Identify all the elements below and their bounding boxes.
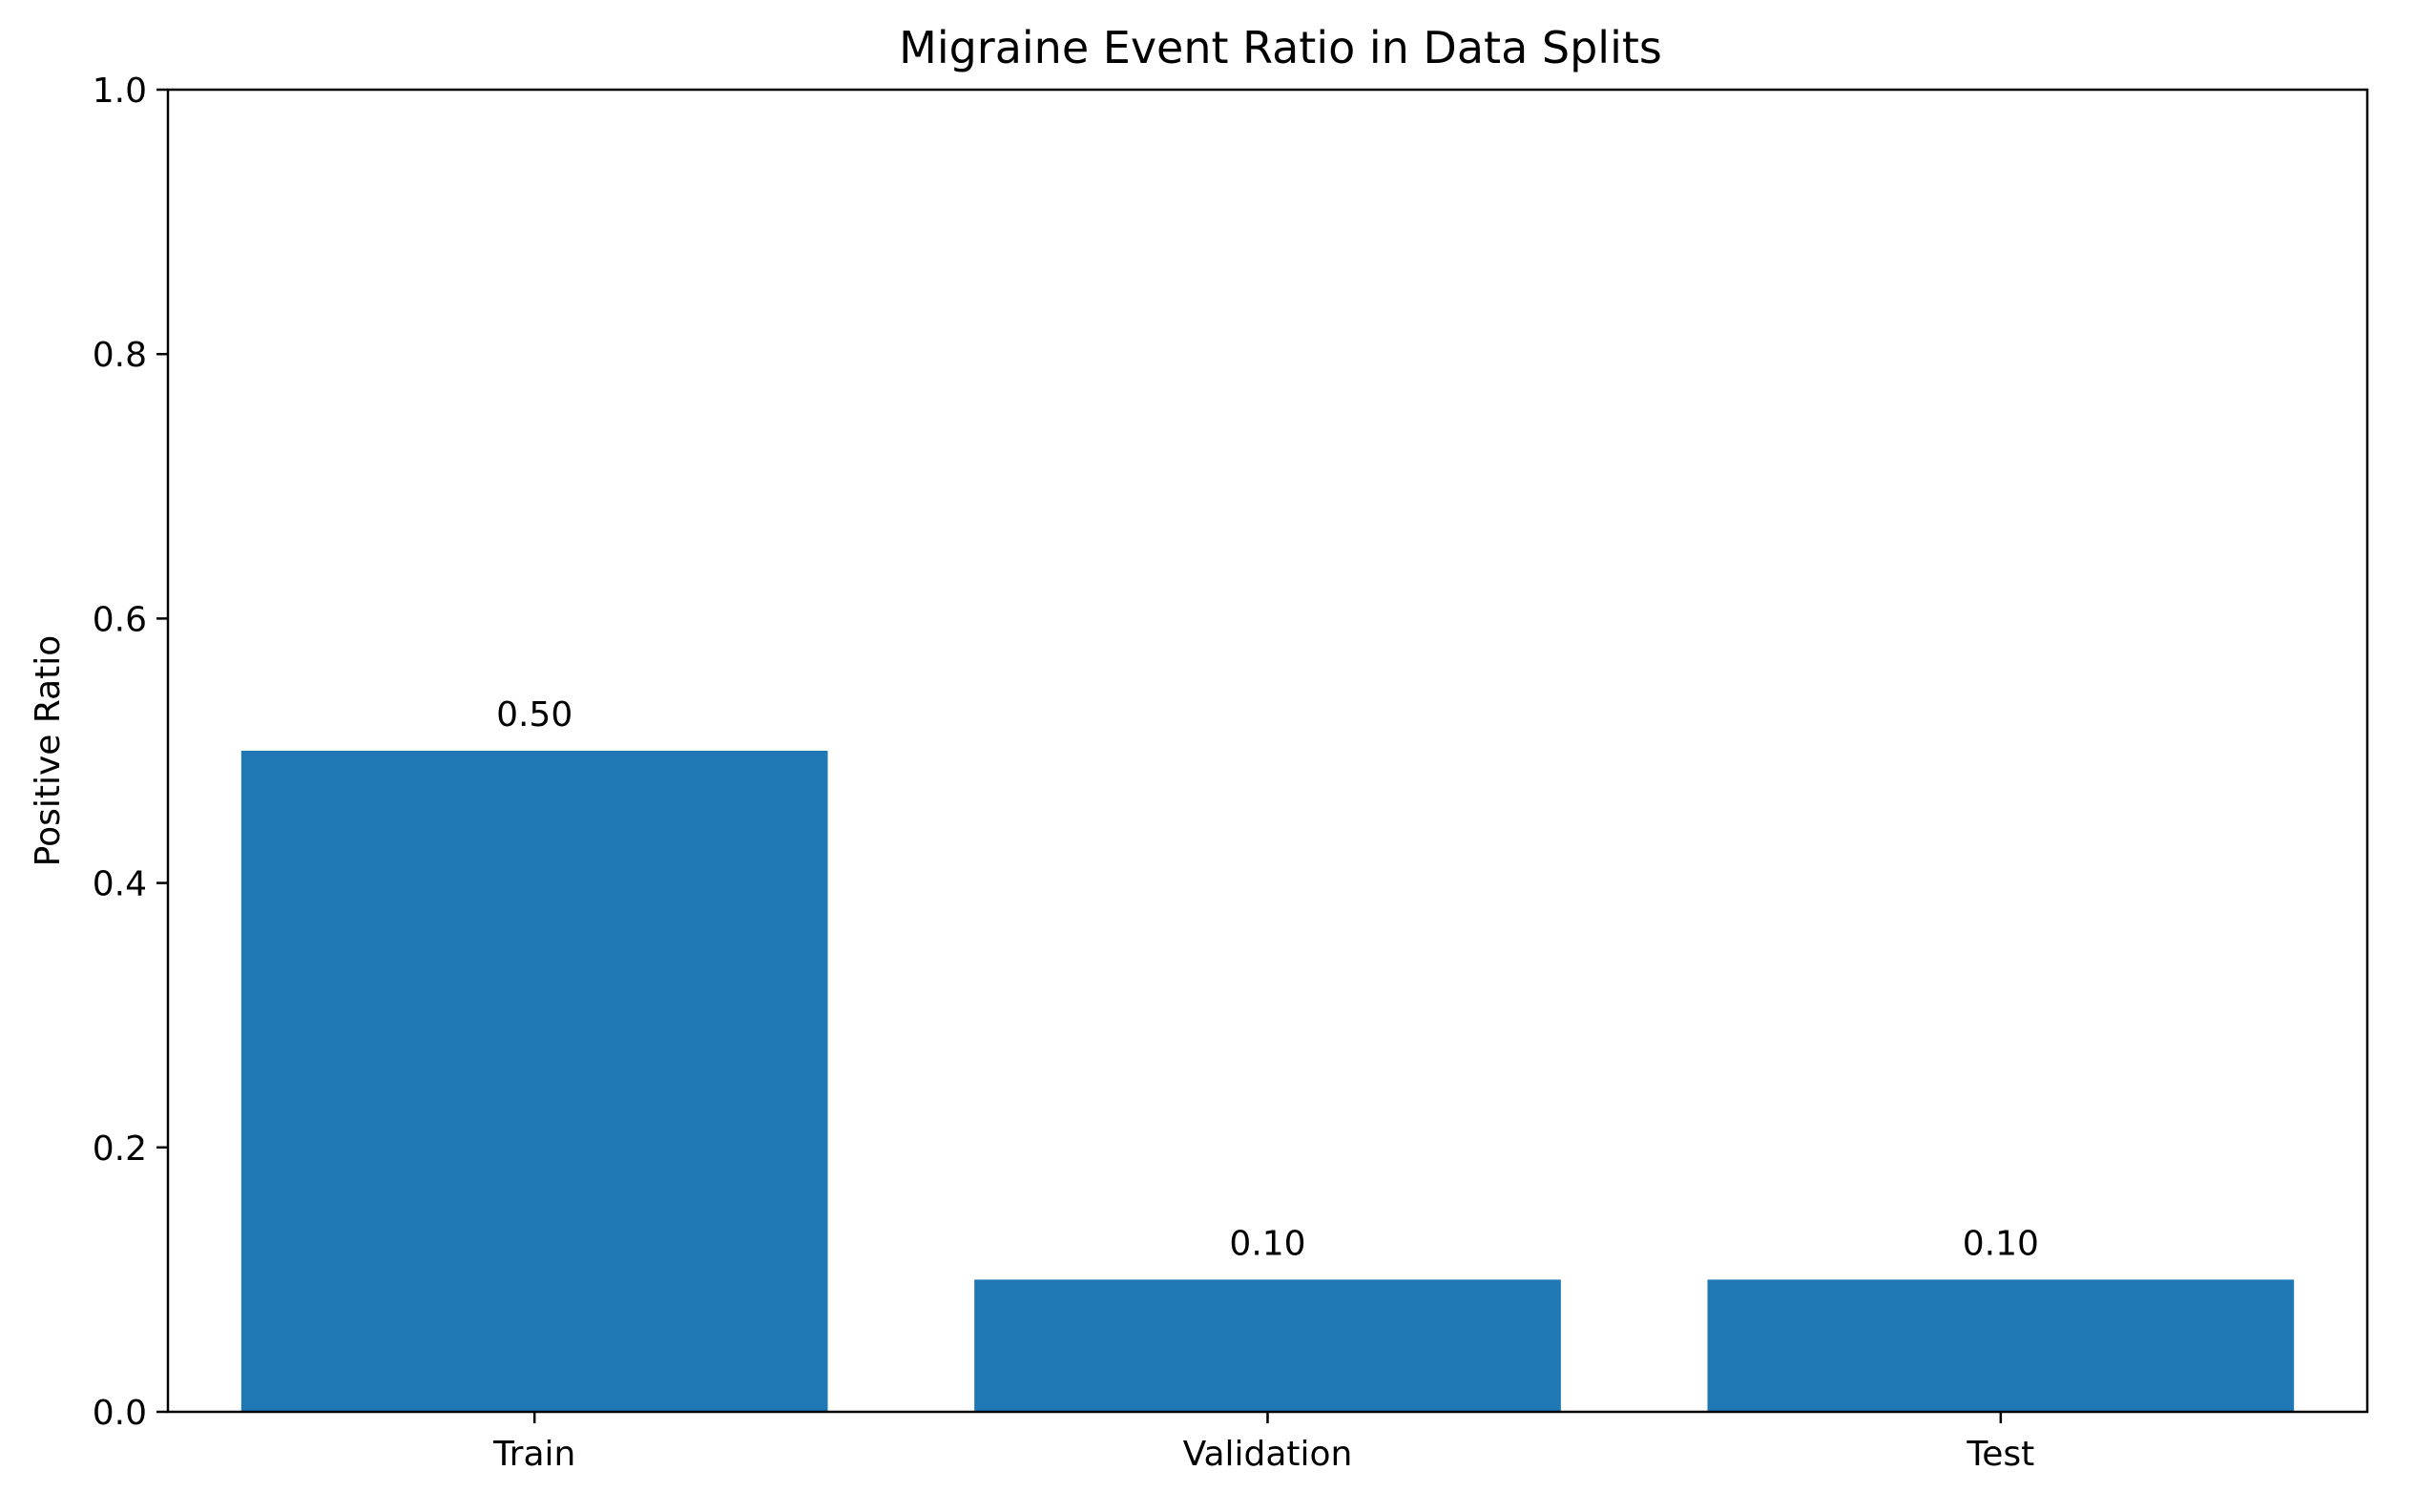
y-axis-label: Positive Ratio (29, 635, 68, 867)
bar-train (240, 751, 828, 1412)
y-tick-label-0: 0.0 (93, 1394, 147, 1433)
y-tick-label-2: 0.4 (93, 865, 147, 904)
y-tick-label-1: 0.2 (93, 1129, 147, 1169)
bars-layer (240, 751, 2295, 1412)
x-tick-label-validation: Validation (1183, 1435, 1353, 1474)
x-tick-label-train: Train (492, 1435, 575, 1474)
data-label-train: 0.50 (496, 695, 573, 735)
data-labels-layer: 0.50 0.10 0.10 (496, 695, 2039, 1263)
data-label-test: 0.10 (1963, 1224, 2039, 1263)
y-tick-label-3: 0.6 (93, 600, 147, 639)
y-tick-label-4: 0.8 (93, 336, 147, 375)
chart-title: Migraine Event Ratio in Data Splits (899, 22, 1662, 73)
y-tick-label-5: 1.0 (93, 72, 147, 111)
bar-test (1707, 1279, 2295, 1412)
bar-validation (974, 1279, 1561, 1412)
data-label-validation: 0.10 (1229, 1224, 1305, 1263)
x-axis: Train Validation Test (492, 1412, 2034, 1474)
plot-frame (166, 88, 2369, 1414)
y-axis: 0.0 0.2 0.4 0.6 0.8 1.0 (93, 72, 168, 1433)
x-tick-label-test: Test (1966, 1435, 2034, 1474)
